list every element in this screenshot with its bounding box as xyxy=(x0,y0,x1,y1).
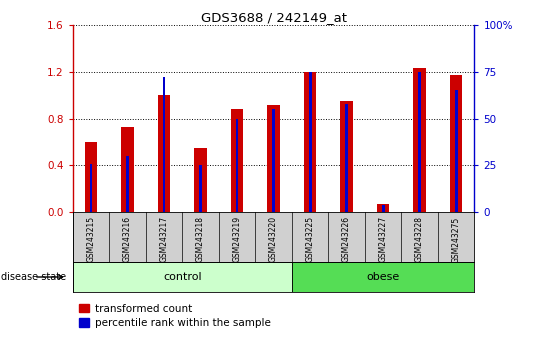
Bar xyxy=(194,148,207,212)
Text: GSM243225: GSM243225 xyxy=(306,216,315,262)
Text: GSM243220: GSM243220 xyxy=(269,216,278,262)
Bar xyxy=(85,142,98,212)
Text: disease state: disease state xyxy=(2,272,67,282)
Bar xyxy=(382,205,384,212)
Text: GSM243228: GSM243228 xyxy=(415,216,424,262)
Bar xyxy=(418,72,421,212)
Text: GSM243217: GSM243217 xyxy=(160,216,169,262)
Text: GSM243215: GSM243215 xyxy=(87,216,95,262)
Bar xyxy=(89,164,93,212)
Title: GDS3688 / 242149_at: GDS3688 / 242149_at xyxy=(201,11,347,24)
Bar xyxy=(303,72,316,212)
Bar xyxy=(450,75,462,212)
Text: obese: obese xyxy=(367,272,400,282)
Bar xyxy=(377,204,390,212)
Bar xyxy=(126,156,129,212)
Text: control: control xyxy=(163,272,202,282)
Text: GSM243216: GSM243216 xyxy=(123,216,132,262)
Bar xyxy=(163,77,165,212)
Text: GSM243218: GSM243218 xyxy=(196,216,205,262)
Bar xyxy=(73,262,292,292)
Bar xyxy=(454,90,458,212)
Bar xyxy=(340,101,353,212)
Bar xyxy=(267,104,280,212)
Bar xyxy=(199,165,202,212)
Text: GSM243226: GSM243226 xyxy=(342,216,351,262)
Bar xyxy=(292,262,474,292)
Text: GSM243219: GSM243219 xyxy=(232,216,241,262)
Legend: transformed count, percentile rank within the sample: transformed count, percentile rank withi… xyxy=(78,303,272,329)
Bar xyxy=(157,95,170,212)
Bar xyxy=(309,72,312,212)
Bar xyxy=(272,109,275,212)
Text: GSM243275: GSM243275 xyxy=(452,216,460,263)
Bar xyxy=(345,104,348,212)
Bar xyxy=(121,127,134,212)
Text: GSM243227: GSM243227 xyxy=(378,216,388,262)
Bar xyxy=(413,68,426,212)
Bar xyxy=(231,109,244,212)
Bar xyxy=(236,119,238,212)
